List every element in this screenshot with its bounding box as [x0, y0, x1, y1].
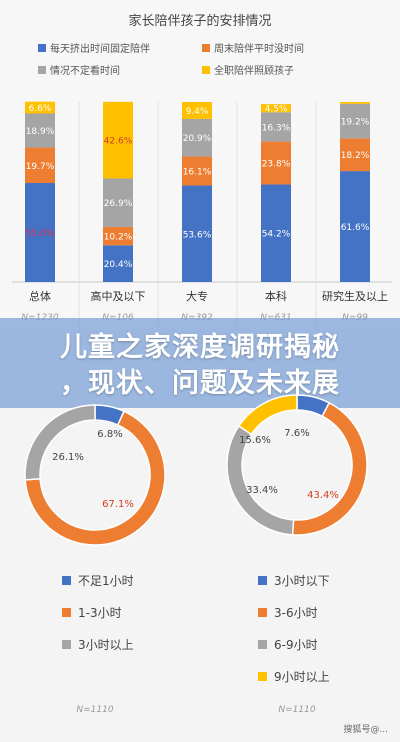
legend-swatch — [38, 66, 46, 74]
bar-segment — [25, 183, 55, 282]
donut-legend-label: 不足1小时 — [78, 574, 134, 588]
bar-segment — [340, 103, 370, 139]
donut-legend-left: 不足1小时 1-3小时 3小时以上 — [62, 574, 134, 652]
bar-marks: 55.0% 19.7% 18.9% 6.6% 20.4% 10.2% 26.9% 42.6% 5… — [25, 101, 370, 282]
legend-label: 全职陪伴照顾孩子 — [214, 64, 294, 77]
legend-swatch — [202, 66, 210, 74]
bar-data-label: 16.1% — [183, 168, 212, 178]
donut-slice-label: 7.6% — [284, 428, 309, 439]
bar-segment — [261, 112, 291, 142]
watermark: 搜狐号@... — [343, 725, 388, 735]
donut-slice-label: 67.1% — [102, 499, 134, 510]
bar-data-label: 16.3% — [262, 123, 291, 133]
bar-segment — [340, 171, 370, 282]
category-label: 本科 — [265, 289, 287, 303]
legend-label: 每天挤出时间固定陪伴 — [50, 42, 150, 55]
bar-segment — [103, 101, 133, 179]
bar-segment — [103, 178, 133, 227]
donut-legend-label: 1-3小时 — [78, 606, 122, 620]
bar-data-label: 9.4% — [186, 107, 209, 117]
bar-data-label: 42.6% — [104, 137, 133, 147]
category-label: 大专 — [186, 289, 208, 303]
legend-swatch — [38, 44, 46, 52]
bar-data-label: 10.2% — [104, 233, 133, 243]
bar-data-label: 4.5% — [265, 105, 288, 115]
bar-segment — [182, 156, 212, 186]
donut-legend-label: 3小时以下 — [274, 574, 330, 588]
donut-slice-label: 15.6% — [239, 435, 271, 446]
donut-legend-swatch — [258, 640, 267, 649]
bar-segment — [261, 184, 291, 282]
legend-label: 情况不定看时间 — [50, 64, 120, 77]
donut-legend-swatch — [258, 672, 267, 681]
bar-segment — [25, 147, 55, 183]
donut-chart-right: 7.6% 43.4% 33.4% 15.6% — [226, 394, 368, 536]
bar-data-label: 61.6% — [341, 223, 370, 233]
bar-data-label: 6.6% — [29, 104, 52, 114]
legend-label: 周末陪伴平时没时间 — [214, 42, 304, 55]
donut-slice — [291, 401, 368, 536]
title-overlay-band — [0, 318, 400, 408]
bar-segment — [261, 141, 291, 185]
category-label: 总体 — [29, 289, 51, 303]
donut-legend-label: 3-6小时 — [274, 606, 318, 620]
bar-data-label: 55.0% — [26, 229, 55, 239]
bar-data-label: 54.2% — [262, 230, 291, 240]
donut-legend-label: 6-9小时 — [274, 638, 318, 652]
donut-slice — [24, 404, 96, 481]
donut-legend-swatch — [258, 608, 267, 617]
donut-slice-label: 33.4% — [246, 485, 278, 496]
n-label-left: N=1110 — [76, 705, 113, 715]
donut-chart-left: 6.8% 67.1% 26.1% — [24, 404, 166, 546]
donut-slice — [24, 410, 166, 546]
overlay-title: 儿童之家深度调研揭秘 ，现状、问题及未来展 — [60, 332, 340, 399]
bar-data-label: 20.9% — [183, 134, 212, 144]
donut-slice-label: 43.4% — [307, 490, 339, 501]
bar-data-label: 23.8% — [262, 160, 291, 170]
donut-legend-label: 9小时以上 — [274, 670, 330, 684]
bar-segment — [25, 101, 55, 114]
category-dividers — [78, 102, 317, 330]
category-label: 高中及以下 — [91, 289, 146, 303]
bar-data-label: 19.2% — [341, 118, 370, 128]
bar-data-label: 26.9% — [104, 199, 133, 209]
bar-segment — [182, 118, 212, 157]
donut-slice-label: 6.8% — [97, 429, 122, 440]
bar-segment — [261, 104, 291, 113]
donut-legend-swatch — [258, 576, 267, 585]
donut-legend-swatch — [62, 576, 71, 585]
bar-segment — [103, 245, 133, 282]
bar-segment — [340, 138, 370, 172]
bar-data-label: 18.2% — [341, 151, 370, 161]
n-label-right: N=1110 — [278, 705, 315, 715]
bar-data-label: 20.4% — [104, 260, 133, 270]
donut-section-background — [0, 408, 400, 742]
bar-segment — [182, 185, 212, 282]
legend-swatch — [202, 44, 210, 52]
donut-legend-right: 3小时以下 3-6小时 6-9小时 9小时以上 — [258, 574, 330, 684]
bar-data-label: 53.6% — [183, 230, 212, 240]
donut-slice — [226, 424, 295, 536]
bar-segment — [182, 102, 212, 119]
bar-data-label: 18.9% — [26, 127, 55, 137]
bar-segment — [103, 226, 133, 246]
bar-segment — [340, 102, 370, 104]
bar-data-label: 19.7% — [26, 162, 55, 172]
donut-legend-swatch — [62, 640, 71, 649]
donut-legend-swatch — [62, 608, 71, 617]
bar-segment — [25, 113, 55, 148]
chart-title: 家长陪伴孩子的安排情况 — [128, 13, 271, 29]
donut-legend-label: 3小时以上 — [78, 638, 134, 652]
category-label: 研究生及以上 — [322, 289, 388, 303]
donut-slice-label: 26.1% — [52, 452, 84, 463]
